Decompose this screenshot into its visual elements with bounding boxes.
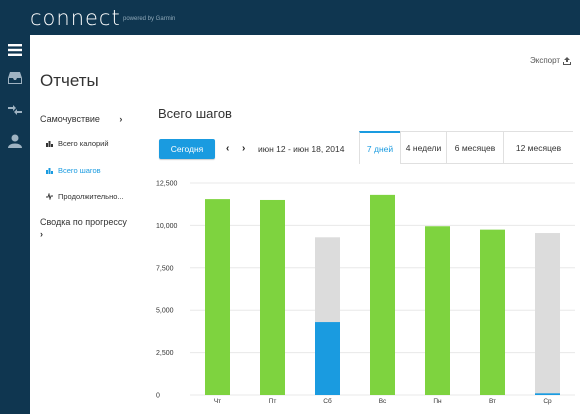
y-tick-label: 12,500: [156, 181, 178, 188]
main-content: Экспорт Отчеты Самочувствие › Всего кало…: [30, 35, 580, 414]
chevron-right-icon[interactable]: ›: [242, 143, 246, 154]
export-icon: [563, 56, 572, 65]
bar-goal[interactable]: [535, 233, 560, 395]
y-tick-label: 2,500: [156, 350, 174, 357]
bar-goal-met[interactable]: [205, 199, 230, 395]
tab-6-months[interactable]: 6 месяцев: [446, 131, 503, 164]
x-tick-label: Вт: [489, 398, 496, 405]
bar-steps[interactable]: [535, 393, 560, 395]
user-icon[interactable]: [0, 130, 30, 152]
bar-goal-met[interactable]: [260, 199, 285, 395]
y-tick-label: 5,000: [156, 308, 174, 315]
inbox-icon[interactable]: [0, 67, 30, 89]
tab-7-days[interactable]: 7 дней: [359, 131, 400, 164]
sidebar-item-steps[interactable]: Всего шагов: [46, 166, 101, 175]
app-header: connect powered by Garmin: [0, 0, 580, 35]
sidebar-item-label: Всего шагов: [58, 166, 101, 175]
chevron-left-icon[interactable]: ‹: [226, 143, 230, 154]
tab-12-months[interactable]: 12 месяцев: [503, 131, 573, 164]
x-tick-label: Пт: [269, 398, 277, 405]
steps-chart: 0 2,500 5,000 7,500 10,000 12,500 Чт Пт Сб Вс Пн Вт…: [156, 181, 575, 405]
category-label: Самочувствие: [40, 114, 100, 124]
bar-goal-met[interactable]: [425, 226, 450, 395]
bar-goal-met[interactable]: [480, 229, 505, 395]
x-tick-label: Пн: [433, 398, 442, 405]
bar-chart-icon: [46, 141, 53, 147]
tab-4-weeks[interactable]: 4 недели: [400, 131, 446, 164]
activity-icon: [46, 193, 53, 200]
report-title: Всего шагов: [158, 106, 232, 121]
sidebar-category-wellness[interactable]: Самочувствие ›: [40, 114, 122, 124]
today-button[interactable]: Сегодня: [159, 139, 215, 159]
y-tick-label: 7,500: [156, 265, 174, 272]
sidebar-item-calories[interactable]: Всего калорий: [46, 139, 109, 148]
date-range: июн 12 - июн 18, 2014: [258, 144, 345, 154]
bar-goal-met[interactable]: [370, 194, 395, 395]
bar-chart-icon: [46, 168, 53, 174]
menu-icon[interactable]: [0, 39, 30, 61]
page-title: Отчеты: [40, 71, 99, 90]
chevron-right-icon: ›: [40, 229, 43, 239]
x-tick-label: Чт: [214, 398, 221, 405]
connect-logo[interactable]: connect: [30, 6, 121, 30]
chevron-right-icon: ›: [119, 114, 123, 124]
powered-by-text: powered by Garmin: [123, 16, 176, 22]
sidebar-item-duration[interactable]: Продолжительно...: [46, 192, 124, 201]
x-tick-label: Вс: [379, 398, 387, 405]
export-button[interactable]: Экспорт: [530, 56, 572, 65]
connections-icon[interactable]: [0, 99, 30, 121]
category-label: Сводка по прогрессу: [40, 217, 127, 227]
left-nav: [0, 35, 30, 414]
x-tick-label: Ср: [543, 398, 552, 405]
export-label: Экспорт: [530, 56, 561, 65]
y-tick-label: 10,000: [156, 223, 178, 230]
sidebar-item-label: Продолжительно...: [58, 192, 124, 201]
bar-steps[interactable]: [315, 322, 340, 395]
y-tick-label: 0: [156, 393, 160, 400]
sidebar-item-label: Всего калорий: [58, 139, 109, 148]
x-tick-label: Сб: [323, 397, 332, 405]
sidebar-category-progress[interactable]: Сводка по прогрессу ›: [40, 217, 127, 239]
